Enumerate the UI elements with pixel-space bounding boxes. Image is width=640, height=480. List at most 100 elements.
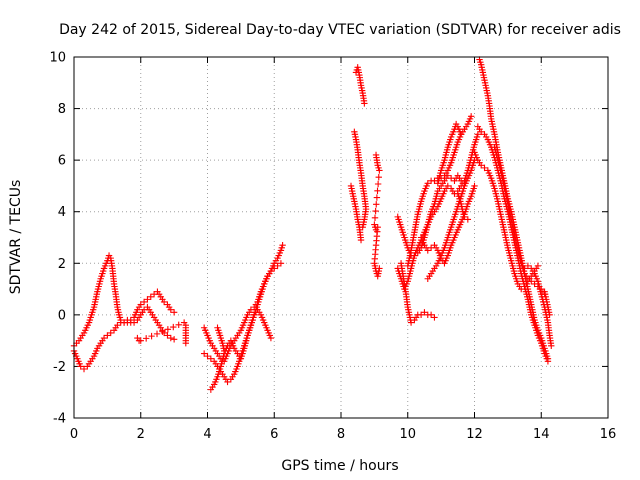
data-point <box>372 207 379 215</box>
x-tick-label: 12 <box>466 427 483 442</box>
y-tick-label: 2 <box>58 257 66 272</box>
series-sat-s <box>454 190 472 223</box>
data-point <box>170 323 177 331</box>
data-point <box>147 293 154 301</box>
data-point <box>140 298 148 306</box>
data-point <box>159 328 166 335</box>
data-point <box>160 298 168 306</box>
data-point <box>524 275 532 282</box>
data-point <box>434 180 441 187</box>
plot-frame <box>73 56 609 419</box>
data-point <box>548 342 555 349</box>
data-point <box>424 180 431 187</box>
data-point <box>130 319 138 326</box>
data-point <box>374 180 382 188</box>
series-sat-y <box>541 288 553 319</box>
data-point <box>371 214 379 222</box>
data-point <box>104 332 111 339</box>
data-point <box>114 321 121 329</box>
data-point <box>279 242 286 249</box>
series-sat-g <box>214 324 228 355</box>
data-point <box>153 330 161 338</box>
data-point <box>464 216 472 223</box>
data-point <box>220 347 228 355</box>
data-point <box>164 326 172 333</box>
data-point <box>204 352 211 360</box>
data-point <box>267 334 275 342</box>
data-point <box>375 174 382 181</box>
data-point <box>376 167 383 174</box>
data-point <box>167 334 174 342</box>
y-tick-label: 0 <box>58 308 66 323</box>
data-point <box>137 337 144 344</box>
series-sat-f <box>207 306 275 393</box>
data-point <box>170 309 178 316</box>
x-tick-label: 8 <box>337 427 345 442</box>
x-tick-label: 0 <box>70 427 78 442</box>
data-point <box>277 260 285 267</box>
x-tick-label: 6 <box>270 427 278 442</box>
data-point <box>107 329 114 337</box>
data-point <box>373 201 380 208</box>
data-point <box>427 311 435 319</box>
y-tick-label: -4 <box>53 412 66 427</box>
data-point <box>170 336 178 343</box>
data-point <box>467 113 475 120</box>
data-point <box>444 182 451 190</box>
data-point <box>164 332 171 339</box>
data-point <box>417 311 425 319</box>
y-tick-label: 10 <box>49 51 66 66</box>
data-point <box>431 314 438 321</box>
data-point <box>77 363 84 370</box>
series-sat-h <box>352 64 368 107</box>
series-sat-w <box>491 144 548 298</box>
y-tick-label: 8 <box>58 102 66 117</box>
series-sat-r <box>434 120 465 187</box>
data-point <box>481 164 488 172</box>
y-tick-label: 4 <box>58 205 66 220</box>
data-point <box>167 306 174 313</box>
data-point <box>361 100 368 107</box>
data-point <box>546 311 553 319</box>
data-marks <box>70 56 555 393</box>
x-axis-label: GPS time / hours <box>281 458 398 474</box>
data-point <box>474 131 482 138</box>
data-point <box>471 182 478 190</box>
data-point <box>274 262 281 270</box>
data-point <box>477 162 485 169</box>
data-point <box>357 236 365 244</box>
series-sat-c <box>134 319 190 347</box>
data-point <box>518 285 525 293</box>
data-point <box>373 194 381 201</box>
data-point <box>137 301 144 308</box>
data-point <box>117 316 124 324</box>
x-tick-label: 2 <box>137 427 145 442</box>
chart-title: Day 242 of 2015, Sidereal Day-to-day VTE… <box>59 22 621 38</box>
series-sat-k <box>371 151 383 280</box>
data-point <box>524 262 532 270</box>
y-axis-label: SDTVAR / TECUs <box>8 180 24 295</box>
data-point <box>175 321 182 329</box>
data-point <box>271 265 278 272</box>
data-point <box>100 334 108 342</box>
data-point <box>120 319 128 326</box>
series-sat-i <box>351 128 370 231</box>
data-point <box>207 355 215 362</box>
data-point <box>200 350 208 357</box>
data-point <box>182 340 190 347</box>
data-point <box>224 378 231 386</box>
data-point <box>267 267 275 275</box>
series-sat-j <box>347 182 365 244</box>
series-sat-b <box>70 252 178 349</box>
x-tick-label: 16 <box>600 427 617 442</box>
data-point <box>374 187 381 194</box>
y-tick-label: 6 <box>58 154 66 169</box>
data-point <box>534 262 542 270</box>
data-point <box>421 309 428 316</box>
data-point <box>461 213 468 221</box>
data-point <box>142 335 150 342</box>
data-point <box>148 332 155 340</box>
y-tick-label: -2 <box>53 360 66 375</box>
